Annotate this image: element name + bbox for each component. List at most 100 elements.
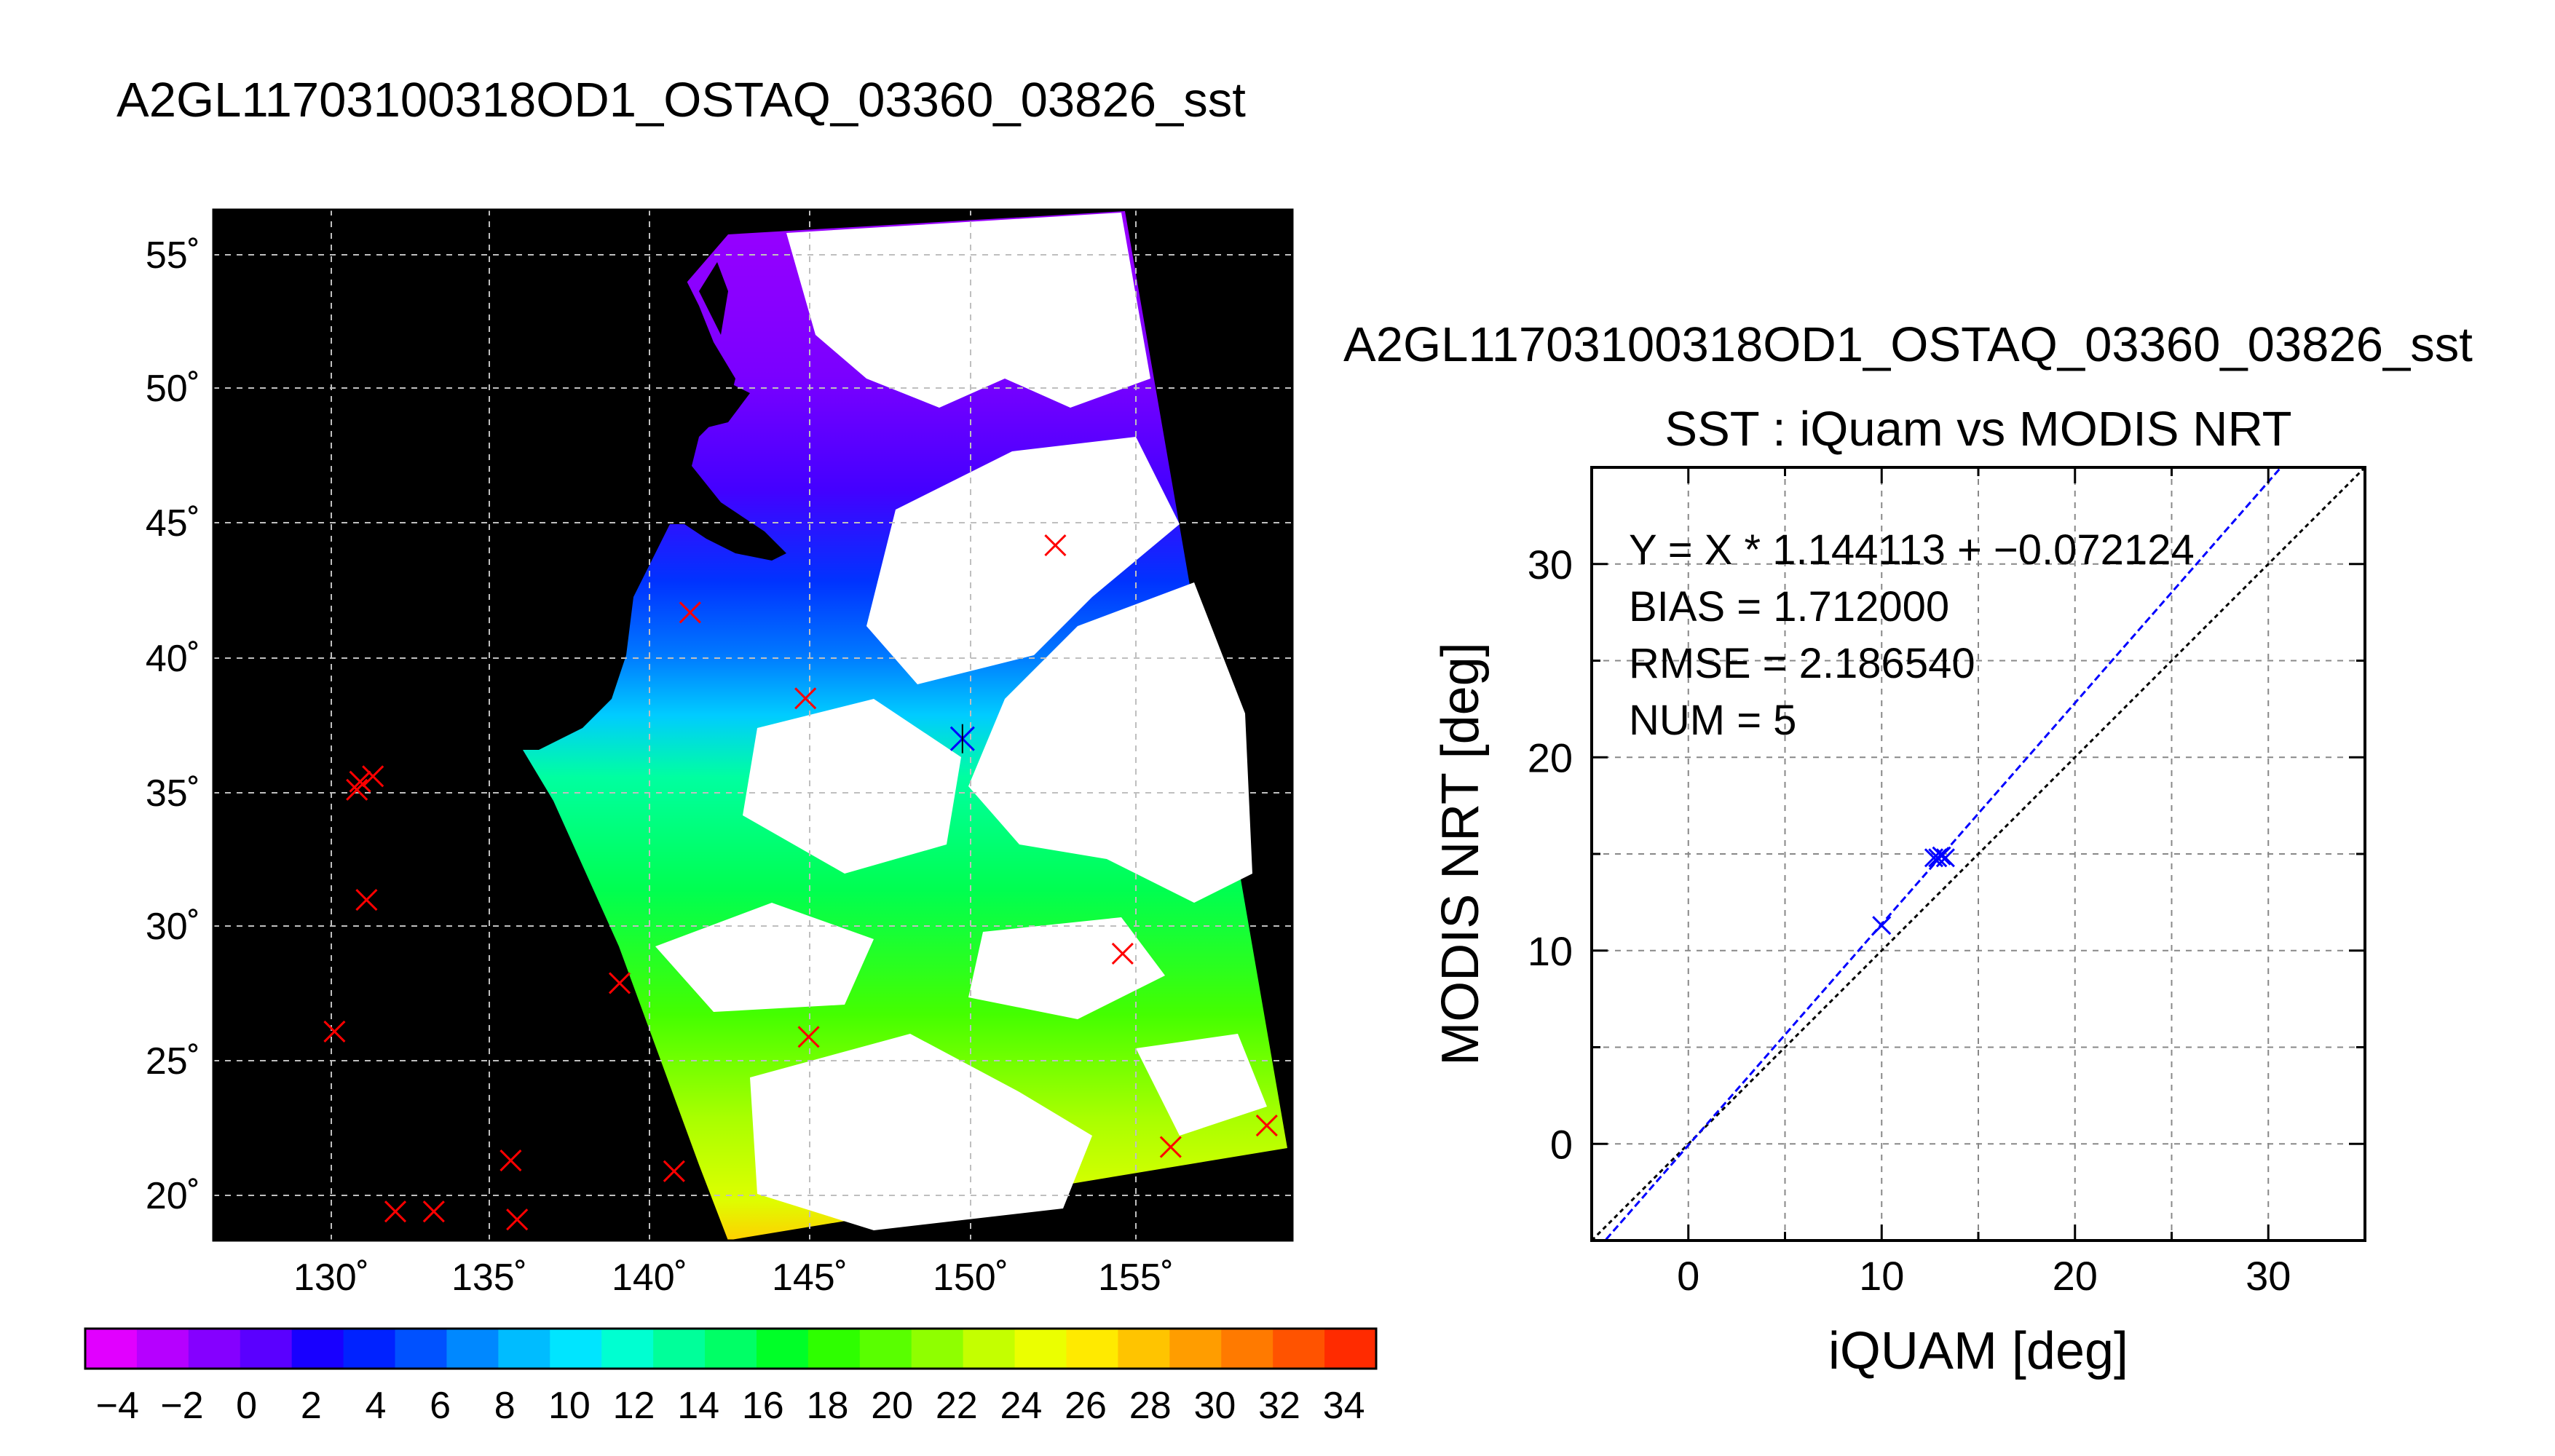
plot-ticks: 0 10 20 30 0 10 20 30 [1528,467,2365,1299]
colorbar-tick-label: 0 [236,1385,257,1427]
matchup-marker [1255,1114,1278,1137]
lon-label: 135˚ [451,1257,527,1299]
colorbar-cell [136,1329,189,1369]
matchup-marker [362,765,384,788]
colorbar-cells [85,1329,1377,1369]
colorbar-tick-label: −2 [160,1385,203,1427]
matchup-marker [1044,534,1067,557]
lat-label: 40˚ [146,638,200,680]
matchup-marker [797,1026,820,1048]
matchup-marker [384,1200,407,1223]
colorbar-cell [1169,1329,1222,1369]
bias-value: BIAS = 1.712000 [1629,583,1949,630]
x-axis-label: iQUAM [deg] [1828,1322,2128,1380]
colorbar-tick-label: 26 [1065,1385,1107,1427]
y-tick-label: 10 [1528,928,1573,974]
scatter-points [1872,846,1955,935]
scatter-plot: SST : iQuam vs MODIS NRT 0 10 20 300102030 … [1431,402,2366,1380]
colorbar-tick-label: 2 [301,1385,322,1427]
matchup-marker-selected [949,724,975,753]
map-matchup-markers [323,534,1278,1231]
matchup-marker [349,770,371,793]
matchup-marker [1159,1136,1182,1158]
lat-label: 50˚ [146,368,200,410]
lon-label: 155˚ [1098,1257,1174,1299]
colorbar-cell [963,1329,1016,1369]
colorbar-tick-label: 28 [1129,1385,1172,1427]
colorbar-cell [756,1329,809,1369]
chart-title: SST : iQuam vs MODIS NRT [1664,402,2291,456]
data-point [1928,848,1948,868]
colorbar-tick-label: 30 [1193,1385,1236,1427]
lon-label: 150˚ [933,1257,1008,1299]
colorbar-tick-label: 8 [494,1385,516,1427]
data-point [1932,846,1951,866]
colorbar-frame [84,1327,1378,1370]
colorbar-tick-label: 6 [430,1385,451,1427]
colorbar-tick-label: 18 [807,1385,849,1427]
map-grid [213,210,1292,1241]
lat-label: 35˚ [146,772,200,815]
colorbar-tick-label: 16 [742,1385,784,1427]
matchup-marker [663,1160,685,1182]
x-tick-label: 0 [1677,1253,1699,1299]
colorbar-tick-label: 10 [548,1385,591,1427]
lat-label: 20˚ [146,1175,200,1217]
matchup-marker [346,778,368,801]
matchup-marker [679,601,701,624]
colorbar-cell [1324,1329,1377,1369]
colorbar-cell [911,1329,964,1369]
colorbar-tick-label: −4 [96,1385,139,1427]
y-tick-label: 30 [1528,542,1573,587]
colorbar-cell [498,1329,550,1369]
one-to-one-line [1592,467,2365,1241]
num-value: NUM = 5 [1629,697,1796,744]
colorbar-tick-label: 4 [365,1385,386,1427]
colorbar-cell [1221,1329,1273,1369]
matchup-marker [608,972,631,994]
colorbar-cell [240,1329,293,1369]
lat-label: 30˚ [146,906,200,948]
stats-annotations: Y = X * 1.144113 + −0.072124 BIAS = 1.71… [1629,526,2195,744]
colorbar-cell [85,1329,138,1369]
lat-label: 45˚ [146,502,200,545]
colorbar-tick-label: 20 [871,1385,913,1427]
colorbar-labels: −4 −2 0 2 4 6 8 10 12 14 16 18 20 22 24 26 28 30 32 34 [96,1385,1365,1427]
colorbar-cell [1273,1329,1325,1369]
colorbar-cell [343,1329,396,1369]
colorbar-tick-label: 32 [1258,1385,1300,1427]
x-tick-label: 30 [2246,1253,2291,1299]
colorbar-cell [1014,1329,1067,1369]
lon-label: 145˚ [772,1257,848,1299]
lat-label: 25˚ [146,1040,200,1083]
colorbar-cell [188,1329,241,1369]
land-mask [215,211,786,1241]
colorbar-cell [1066,1329,1118,1369]
rmse-value: RMSE = 2.186540 [1629,640,1975,687]
y-axis-label: MODIS NRT [deg] [1431,642,1490,1066]
colorbar-cell [291,1329,344,1369]
matchup-marker [323,1020,346,1042]
x-tick-label: 20 [2053,1253,2098,1299]
x-tick-label: 10 [1859,1253,1904,1299]
colorbar-cell [1118,1329,1170,1369]
colorbar-cell [395,1329,447,1369]
right-title: A2GL11703100318OD1_OSTAQ_03360_03826_sst [1343,317,2473,372]
regression-fit-line [1603,467,2283,1241]
data-point [1872,916,1892,935]
matchup-marker [355,889,378,911]
colorbar-cell [705,1329,757,1369]
colorbar-cell [653,1329,706,1369]
colorbar-tick-label: 14 [677,1385,719,1427]
left-title: A2GL11703100318OD1_OSTAQ_03360_03826_sst [117,73,1246,127]
matchup-marker [794,687,817,710]
colorbar-cell [859,1329,912,1369]
lon-label: 140˚ [612,1257,687,1299]
y-tick-label: 0 [1550,1121,1573,1167]
lon-axis-labels: 130˚ 135˚ 140˚ 145˚ 150˚ 155˚ [293,1257,1174,1299]
matchup-marker [499,1149,522,1172]
matchup-marker [1111,942,1134,965]
colorbar: −4 −2 0 2 4 6 8 10 12 14 16 18 20 22 24 26 28 30 32 34 [84,1327,1378,1427]
colorbar-cell [446,1329,499,1369]
